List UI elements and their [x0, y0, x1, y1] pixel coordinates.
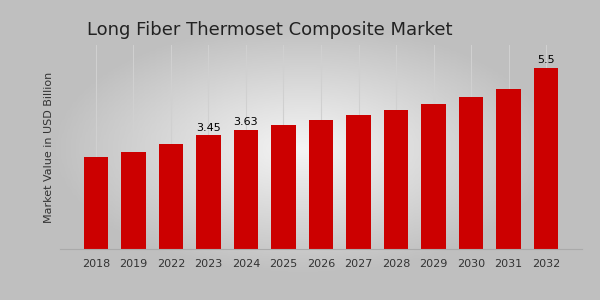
Bar	[234, 130, 258, 249]
Bar	[309, 120, 333, 249]
Bar	[121, 152, 146, 249]
Bar	[271, 124, 296, 249]
Bar	[459, 97, 483, 249]
Bar	[384, 110, 408, 249]
Bar	[196, 136, 221, 249]
Bar	[421, 103, 446, 249]
Text: 5.5: 5.5	[537, 56, 555, 65]
Bar	[496, 89, 521, 249]
Y-axis label: Market Value in USD Billion: Market Value in USD Billion	[44, 71, 55, 223]
Text: 3.63: 3.63	[233, 117, 258, 127]
Bar	[534, 68, 558, 249]
Bar	[159, 144, 183, 249]
Bar	[84, 157, 108, 249]
Bar	[346, 115, 371, 249]
Text: 3.45: 3.45	[196, 123, 221, 133]
Text: Long Fiber Thermoset Composite Market: Long Fiber Thermoset Composite Market	[87, 21, 453, 39]
